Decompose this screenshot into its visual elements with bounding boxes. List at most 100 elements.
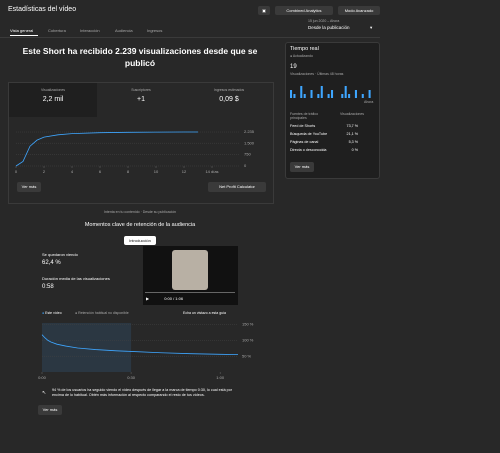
legend-this: ● Este vídeo <box>42 311 62 315</box>
metric-tab[interactable] <box>9 83 97 117</box>
source-share: 0 % <box>351 148 358 152</box>
x-tick-label: 0 <box>15 169 18 174</box>
bar <box>341 94 344 98</box>
source-name: Feed de Shorts <box>290 124 316 128</box>
avg-label: Duración media de las visualizaciones <box>42 276 110 281</box>
metric-tab[interactable] <box>185 83 273 117</box>
tab[interactable]: Ingresos <box>147 28 163 33</box>
realtime-card <box>285 42 380 179</box>
video-frame <box>172 250 208 290</box>
note: 94 % de los usuarios ha seguido viendo e… <box>52 388 232 397</box>
y-tick-label: 2.235 <box>244 129 255 134</box>
source-share: 5,3 % <box>348 140 358 144</box>
x-tick-label: 14 días <box>205 169 218 174</box>
x-tick-label: 0:00 <box>38 375 47 380</box>
metric-value: 0,09 $ <box>219 96 239 103</box>
now-label: Ahora <box>364 100 374 104</box>
player-controls: ▶ 0:00 / 1:06 <box>146 296 184 301</box>
tab[interactable]: Vista general <box>10 28 34 33</box>
divider <box>0 37 380 38</box>
bar <box>344 86 347 98</box>
date-range: 15 jun 2020 – Ahora <box>308 19 340 23</box>
bar <box>300 86 303 98</box>
advanced-button[interactable]: Modo Avanzado <box>338 6 380 15</box>
stayed-label: Se quedaron viendo <box>42 252 78 257</box>
source-name: Búsqueda de YouTube <box>290 132 328 136</box>
bar <box>303 94 306 98</box>
views-header: Visualizaciones <box>340 112 365 116</box>
retention-title: Momentos clave de retención de la audien… <box>84 222 196 228</box>
avg-value: 0:58 <box>42 284 54 290</box>
icon-button[interactable]: ▣ <box>258 6 270 15</box>
realtime-caption: Visualizaciones · Últimas 48 horas <box>290 72 344 76</box>
see-more-button[interactable]: Ver más <box>17 182 41 192</box>
metrics-card <box>8 82 274 204</box>
legend-text: Retención habitual no disponible <box>78 311 129 315</box>
bar <box>361 94 364 98</box>
tab[interactable]: Audiencia <box>115 28 133 33</box>
x-tick-label: 6 <box>99 169 102 174</box>
metric-tab[interactable] <box>97 83 185 117</box>
x-tick-label: 8 <box>127 169 130 174</box>
y-tick-label: 1.500 <box>244 140 255 145</box>
source-name: Páginas de canal <box>290 140 319 144</box>
progress-bar <box>145 292 235 293</box>
bar <box>368 90 371 98</box>
note-icon: ↖ <box>42 390 47 396</box>
metric-value: +1 <box>137 96 145 103</box>
bar <box>348 94 351 98</box>
line <box>15 131 198 167</box>
bar <box>354 90 357 98</box>
period-dropdown[interactable]: Desde la publicación <box>308 25 350 30</box>
realtime-title: Tiempo real <box>290 46 319 52</box>
net-profit-button[interactable]: Net Profit Calculator <box>208 182 266 192</box>
source-share: 73,7 % <box>346 124 358 128</box>
bar <box>331 90 334 98</box>
combined-button[interactable]: Combined Analytics <box>275 6 333 15</box>
legend-text: Este vídeo <box>45 311 62 315</box>
sources-header: Fuentes de tráfico principales <box>290 112 319 120</box>
tab[interactable]: Interacción <box>80 28 100 33</box>
metric-value: 2,2 mil <box>42 96 64 103</box>
metric-label: Suscriptores <box>131 88 151 92</box>
caret: ▾ <box>370 25 373 30</box>
source-name: Directa o desconocida <box>290 148 327 152</box>
tab-underline <box>10 35 38 36</box>
bar <box>320 86 323 98</box>
realtime-status: ● Actualizando <box>290 54 313 58</box>
metric-label: Ingresos estimados <box>213 88 245 92</box>
x-tick-label: 2 <box>43 169 46 174</box>
chip[interactable]: Introducción <box>124 236 156 245</box>
x-tick-label: 10 <box>154 169 159 174</box>
page-title: Estadísticas del vídeo <box>8 6 77 13</box>
line <box>41 334 239 356</box>
see-more-button[interactable]: Ver más <box>38 405 62 415</box>
bar <box>290 90 293 98</box>
tab[interactable]: Cobertura <box>48 28 66 33</box>
player-time: 0:00 / 1:06 <box>164 296 184 301</box>
bar <box>310 90 313 98</box>
x-tick-label: 4 <box>71 169 74 174</box>
y-tick-label: 750 <box>244 152 251 157</box>
bar <box>327 94 330 98</box>
bar <box>293 94 296 98</box>
y-tick-label: 150 % <box>242 322 254 327</box>
x-tick-label: 1:00 <box>216 375 225 380</box>
realtime-count: 19 <box>290 64 297 70</box>
highlight <box>42 323 132 372</box>
guide-link[interactable]: Echa un vistazo a esta guía <box>183 311 226 315</box>
see-more-button[interactable]: Ver más <box>290 162 314 172</box>
source-share: 21,1 % <box>346 132 358 136</box>
context: Intenta en tu contenido · Desde su publi… <box>104 210 176 214</box>
status-text: Actualizando <box>292 54 313 58</box>
y-tick-label: 0 <box>244 163 247 168</box>
metric-label: Visualizaciones <box>40 88 66 92</box>
y-tick-label: 50 % <box>242 353 252 358</box>
stayed-value: 62,4 % <box>42 260 61 266</box>
y-tick-label: 100 % <box>242 337 254 342</box>
legend-typical: ● Retención habitual no disponible <box>75 311 129 315</box>
bar <box>317 94 320 98</box>
x-tick-label: 0:30 <box>127 375 136 380</box>
